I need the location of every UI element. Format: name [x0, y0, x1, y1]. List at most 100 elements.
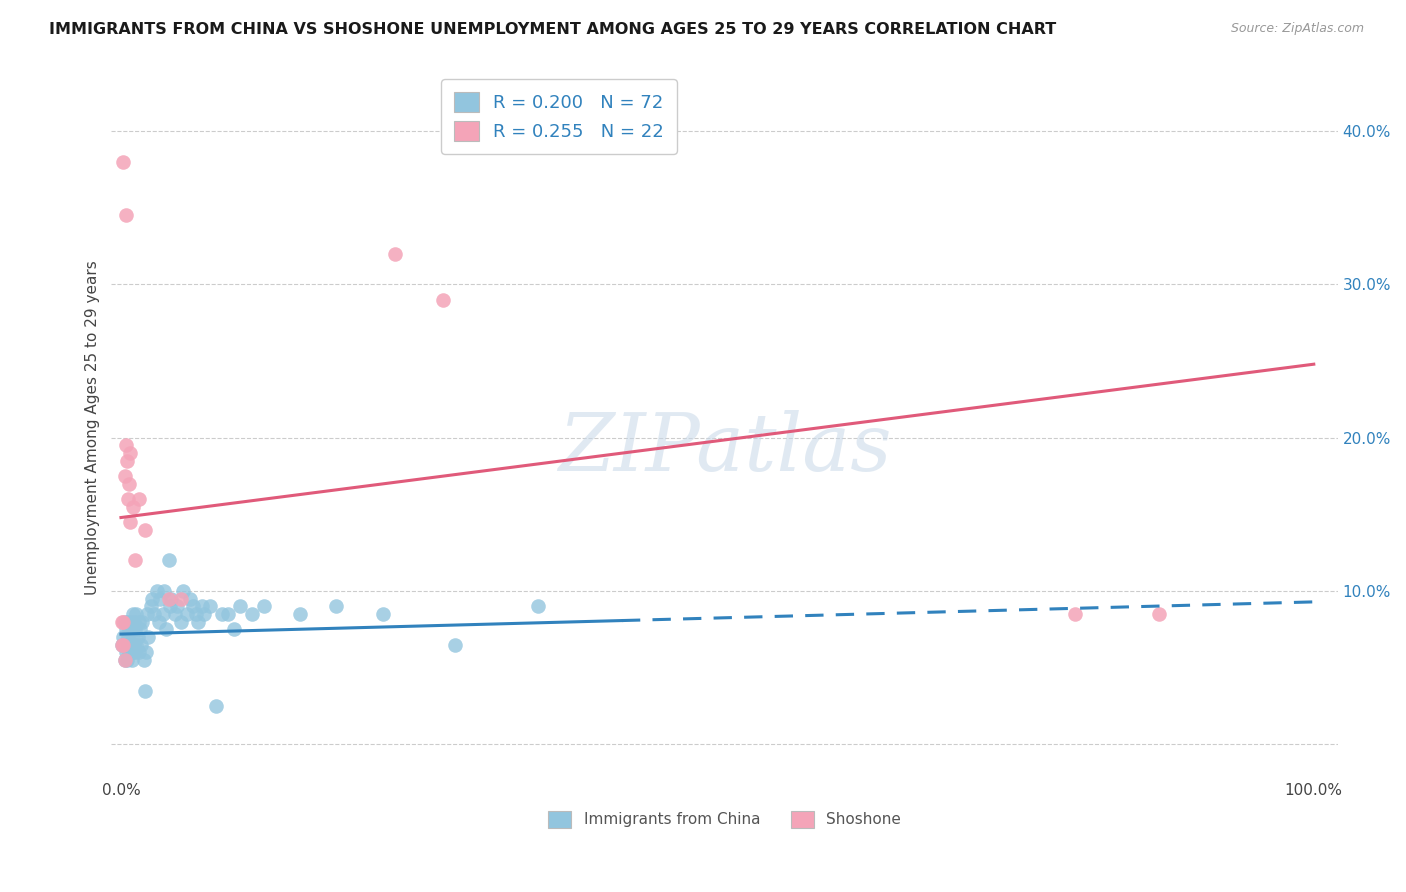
- Point: [114, 469, 136, 483]
- Point: [163, 607, 186, 622]
- Point: [122, 607, 145, 622]
- Point: [384, 247, 406, 261]
- Point: [124, 645, 146, 659]
- Point: [129, 638, 152, 652]
- Point: [205, 699, 228, 714]
- Point: [115, 615, 138, 629]
- Point: [114, 653, 136, 667]
- Point: [122, 500, 145, 514]
- Point: [121, 653, 143, 667]
- Point: [179, 591, 201, 606]
- Point: [135, 645, 157, 659]
- Point: [141, 591, 163, 606]
- Text: Source: ZipAtlas.com: Source: ZipAtlas.com: [1230, 22, 1364, 36]
- Point: [527, 599, 550, 614]
- Point: [152, 607, 174, 622]
- Point: [155, 623, 177, 637]
- Point: [114, 615, 136, 629]
- Point: [114, 653, 136, 667]
- Point: [1064, 607, 1087, 622]
- Text: ZIPatlas: ZIPatlas: [558, 410, 891, 488]
- Point: [117, 492, 139, 507]
- Point: [117, 630, 139, 644]
- Point: [145, 584, 167, 599]
- Point: [118, 623, 141, 637]
- Legend: Immigrants from China, Shoshone: Immigrants from China, Shoshone: [543, 805, 907, 834]
- Point: [169, 615, 191, 629]
- Point: [211, 607, 233, 622]
- Point: [157, 553, 180, 567]
- Point: [373, 607, 395, 622]
- Point: [120, 446, 142, 460]
- Point: [169, 591, 191, 606]
- Point: [122, 615, 145, 629]
- Point: [124, 553, 146, 567]
- Point: [122, 645, 145, 659]
- Point: [229, 599, 252, 614]
- Point: [444, 638, 467, 652]
- Point: [143, 607, 166, 622]
- Point: [149, 591, 172, 606]
- Point: [120, 515, 142, 529]
- Point: [157, 591, 180, 606]
- Point: [224, 623, 246, 637]
- Point: [128, 615, 150, 629]
- Point: [134, 683, 156, 698]
- Point: [122, 638, 145, 652]
- Point: [288, 607, 311, 622]
- Point: [121, 623, 143, 637]
- Point: [115, 653, 138, 667]
- Point: [125, 607, 148, 622]
- Point: [176, 607, 198, 622]
- Point: [325, 599, 347, 614]
- Point: [217, 607, 239, 622]
- Point: [112, 630, 135, 644]
- Point: [166, 599, 188, 614]
- Text: IMMIGRANTS FROM CHINA VS SHOSHONE UNEMPLOYMENT AMONG AGES 25 TO 29 YEARS CORRELA: IMMIGRANTS FROM CHINA VS SHOSHONE UNEMPL…: [49, 22, 1056, 37]
- Point: [200, 599, 222, 614]
- Point: [112, 615, 135, 629]
- Point: [1147, 607, 1170, 622]
- Point: [432, 293, 454, 307]
- Point: [118, 645, 141, 659]
- Y-axis label: Unemployment Among Ages 25 to 29 years: Unemployment Among Ages 25 to 29 years: [86, 260, 100, 595]
- Point: [127, 630, 149, 644]
- Point: [187, 615, 209, 629]
- Point: [114, 438, 136, 452]
- Point: [193, 607, 215, 622]
- Point: [117, 638, 139, 652]
- Point: [111, 638, 134, 652]
- Point: [118, 476, 141, 491]
- Point: [120, 638, 142, 652]
- Point: [114, 623, 136, 637]
- Point: [240, 607, 263, 622]
- Point: [112, 638, 135, 652]
- Point: [120, 615, 142, 629]
- Point: [159, 599, 181, 614]
- Point: [131, 615, 153, 629]
- Point: [129, 623, 152, 637]
- Point: [128, 492, 150, 507]
- Point: [148, 615, 170, 629]
- Point: [132, 653, 155, 667]
- Point: [181, 599, 204, 614]
- Point: [124, 623, 146, 637]
- Point: [115, 454, 138, 468]
- Point: [160, 591, 183, 606]
- Point: [184, 607, 207, 622]
- Point: [114, 645, 136, 659]
- Point: [191, 599, 214, 614]
- Point: [253, 599, 276, 614]
- Point: [138, 630, 160, 644]
- Point: [153, 584, 176, 599]
- Point: [112, 154, 135, 169]
- Point: [136, 607, 159, 622]
- Point: [128, 645, 150, 659]
- Point: [114, 209, 136, 223]
- Point: [134, 523, 156, 537]
- Point: [172, 584, 194, 599]
- Point: [139, 599, 162, 614]
- Point: [125, 638, 148, 652]
- Point: [122, 630, 145, 644]
- Point: [111, 638, 134, 652]
